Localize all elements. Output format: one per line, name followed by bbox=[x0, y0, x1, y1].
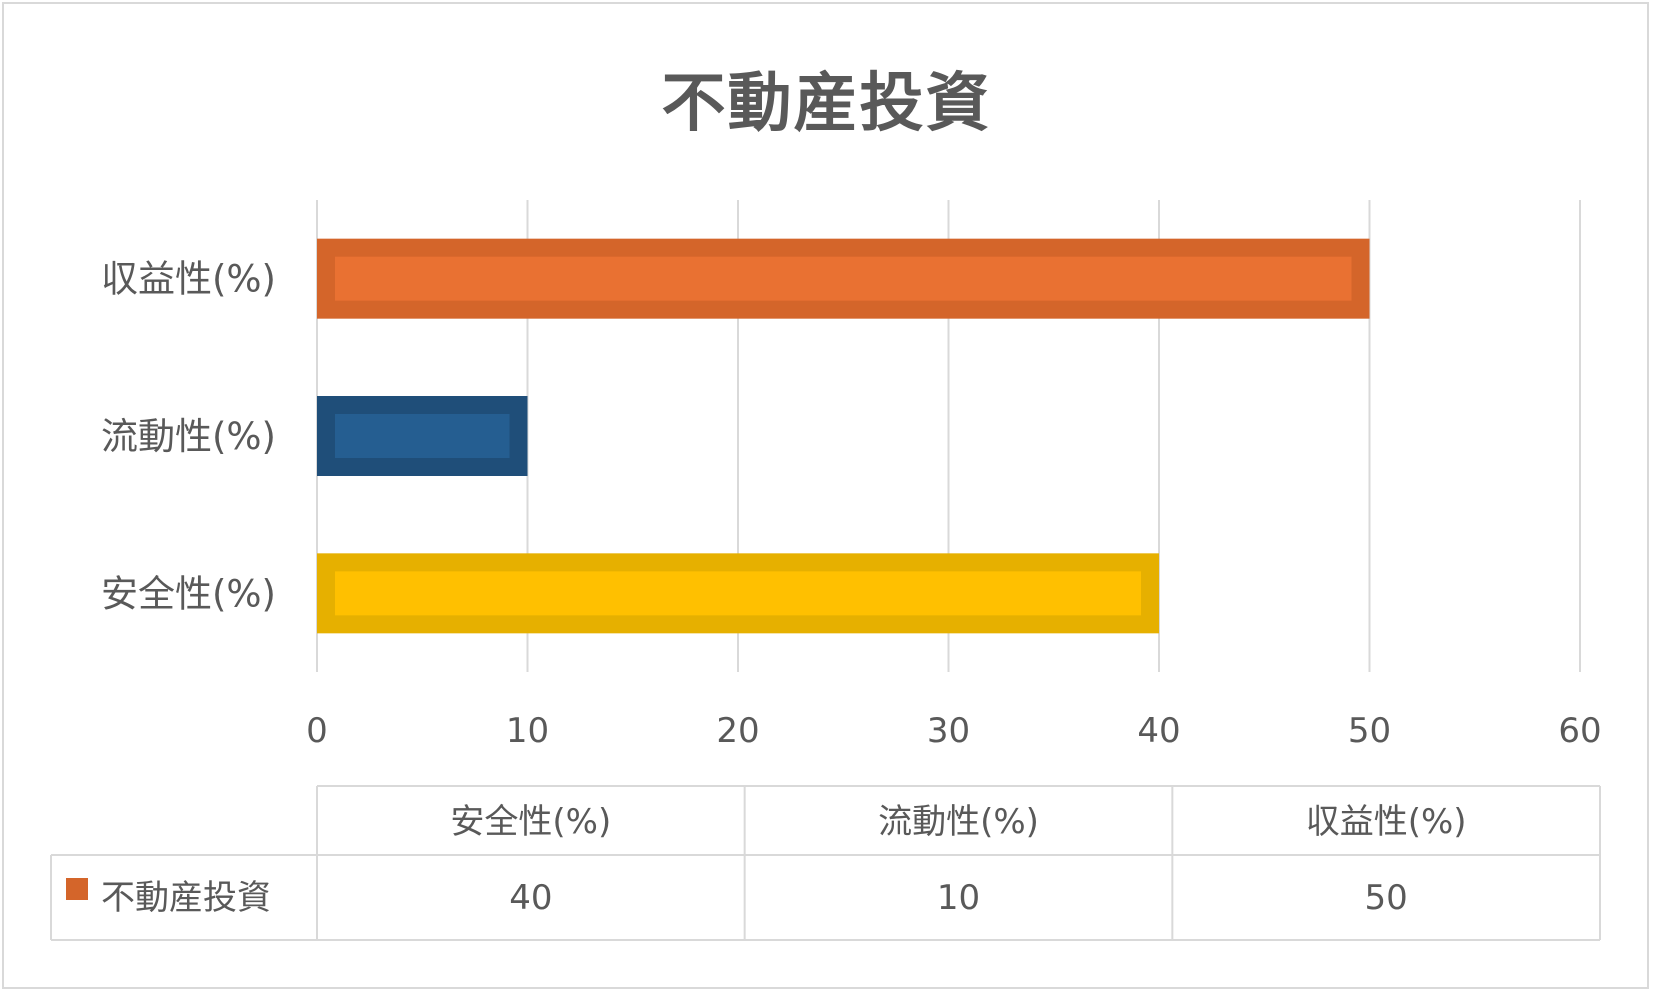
y-category-label: 流動性(%) bbox=[101, 415, 276, 458]
x-tick-label: 50 bbox=[1348, 711, 1391, 751]
bar-inner-fill bbox=[335, 571, 1141, 616]
bar-inner-fill bbox=[335, 414, 510, 458]
table-row-label: 不動産投資 bbox=[101, 878, 271, 918]
chart-title: 不動産投資 bbox=[661, 67, 992, 141]
bars bbox=[317, 238, 1370, 634]
bar-inner-fill bbox=[335, 256, 1352, 301]
y-category-label: 安全性(%) bbox=[101, 572, 276, 615]
axis-labels: 0 10 20 30 40 50 60 安全性(%) 流動性(%) 収益性(%) bbox=[101, 258, 1602, 751]
x-tick-label: 10 bbox=[506, 711, 549, 751]
legend-key bbox=[66, 878, 88, 900]
table-header: 流動性(%) bbox=[878, 802, 1039, 842]
table-cell: 10 bbox=[937, 878, 980, 918]
table-header: 収益性(%) bbox=[1306, 802, 1467, 842]
x-tick-label: 0 bbox=[306, 711, 328, 751]
table-cell: 50 bbox=[1365, 878, 1408, 918]
table-header: 安全性(%) bbox=[450, 802, 611, 842]
x-tick-label: 40 bbox=[1137, 711, 1180, 751]
x-tick-label: 60 bbox=[1558, 711, 1601, 751]
data-table: 安全性(%) 流動性(%) 収益性(%) 不動産投資 40 10 50 bbox=[50, 785, 1601, 941]
table-cell: 40 bbox=[509, 878, 552, 918]
x-tick-label: 30 bbox=[927, 711, 970, 751]
x-tick-label: 20 bbox=[716, 711, 759, 751]
y-category-label: 収益性(%) bbox=[101, 258, 276, 301]
